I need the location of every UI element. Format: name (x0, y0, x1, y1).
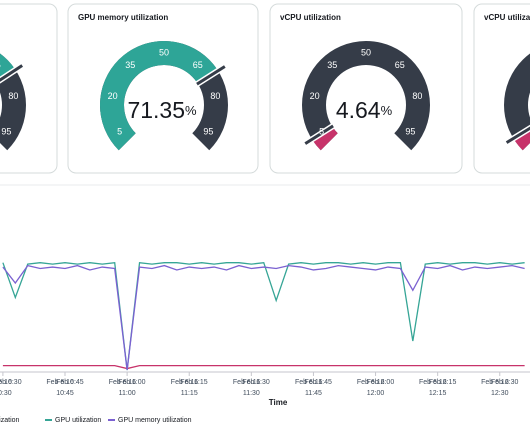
gauge-value: 71.35% (127, 97, 197, 123)
gauge-tick-label: 95 (405, 127, 415, 137)
legend-label: vCPU utilization (0, 417, 20, 424)
gauge-track (302, 41, 430, 151)
gauge-tick-label: 5 (319, 127, 324, 137)
gauge-title: vCPU utilization (280, 13, 341, 22)
series-line (2, 261, 525, 371)
panel (269, 3, 463, 174)
gauge-fill (100, 41, 219, 151)
x-tick-label: Feb 6 12:30Feb 6 12:30 (481, 379, 518, 397)
gauge-marker (196, 65, 226, 86)
legend-label: GPU memory utilization (118, 417, 192, 424)
x-tick-label: Feb 6 11:00Feb 6 11:00 (109, 379, 146, 397)
gauge-tick-label: 35 (125, 60, 135, 70)
x-tick-label: Feb 6 11:30Feb 6 11:30 (233, 379, 270, 397)
series-line (2, 264, 525, 371)
gauge-tick-label: 80 (210, 91, 220, 101)
gauge-tick-label: 5 (117, 127, 122, 137)
gauge-marker (505, 126, 530, 144)
gauge-title: vCPU utilization (484, 13, 530, 22)
gauge-tick-label: 95 (1, 127, 11, 137)
gauge-tick-label: 50 (159, 47, 169, 57)
gauge-tick-label: 65 (0, 60, 1, 70)
x-tick-label: Feb 6 12:00Feb 6 12:00 (357, 379, 394, 397)
gauge-tick-label: 20 (310, 91, 320, 101)
gauge-marker (0, 64, 24, 82)
gauge-tick-label: 80 (8, 91, 18, 101)
x-tick-label: Feb 6 11:45Feb 6 11:45 (295, 379, 332, 397)
x-axis-title: Time (269, 398, 288, 407)
gauge-marker (304, 124, 334, 145)
gauge-tick-label: 80 (412, 91, 422, 101)
gauge-tick-label: 50 (361, 47, 371, 57)
gauge-track (504, 53, 530, 151)
series-line (2, 365, 525, 370)
panel (67, 3, 259, 174)
x-tick-label: Feb 6 12:15Feb 6 12:15 (419, 379, 456, 397)
x-tick-label: Feb 6 10:30Feb 610:30 (0, 379, 22, 397)
x-tick-label: Feb 6 10:45Feb 6 10:45 (46, 379, 83, 397)
gauge-tick-label: 95 (203, 127, 213, 137)
x-tick-label: Feb 6 11:15Feb 6 11:15 (171, 379, 208, 397)
gauge-value: 4.64% (336, 97, 393, 123)
gauge-track (0, 53, 26, 151)
gauge-tick-label: 65 (395, 60, 405, 70)
gauge-tick-label: 65 (193, 60, 203, 70)
gauge-tick-label: 35 (327, 60, 337, 70)
gauge-title: GPU memory utilization (78, 13, 168, 22)
gauge-tick-label: 20 (108, 91, 118, 101)
legend-label: GPU utilization (55, 417, 101, 424)
